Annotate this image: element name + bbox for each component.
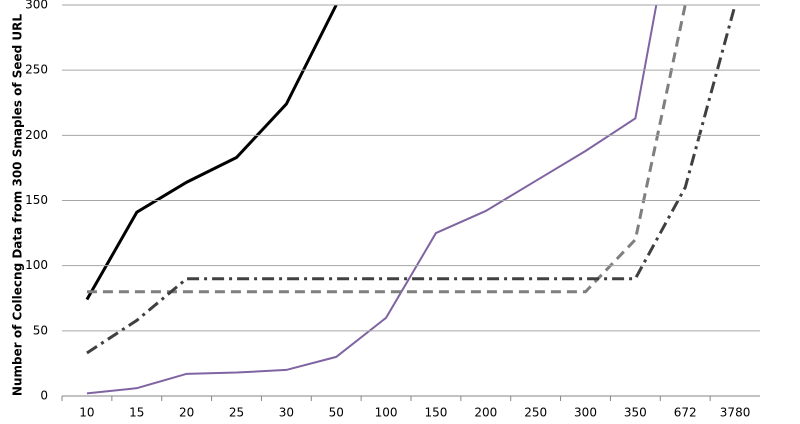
x-tick-label: 150 xyxy=(424,406,447,420)
series-line xyxy=(86,5,658,395)
y-tick-label: 150 xyxy=(25,193,48,207)
x-tick-label: 10 xyxy=(79,406,94,420)
x-tick-label: 20 xyxy=(179,406,194,420)
x-tick-label: 15 xyxy=(129,406,144,420)
plot-area xyxy=(85,5,737,395)
x-tick-label: 350 xyxy=(624,406,647,420)
x-tick-label: 300 xyxy=(574,406,597,420)
x-tick-label: 30 xyxy=(279,406,294,420)
y-tick-label: 50 xyxy=(33,323,48,337)
y-tick-label: 100 xyxy=(25,258,48,272)
x-tick-label: 25 xyxy=(229,406,244,420)
y-axis-label: Number of Collecng Data from 300 Smaples… xyxy=(11,14,25,396)
y-tick-label: 250 xyxy=(25,63,48,77)
x-tick-label: 100 xyxy=(375,406,398,420)
x-tick-label: 50 xyxy=(329,406,344,420)
series-line xyxy=(86,5,687,294)
x-tick-label: 3780 xyxy=(720,406,751,420)
x-tick-label: 672 xyxy=(674,406,697,420)
y-tick-label: 300 xyxy=(25,0,48,12)
series-line xyxy=(86,5,737,355)
y-tick-label: 0 xyxy=(40,389,48,403)
x-tick-label: 200 xyxy=(474,406,497,420)
x-tick-label: 250 xyxy=(524,406,547,420)
y-tick-label: 200 xyxy=(25,128,48,142)
series-line xyxy=(85,5,338,301)
